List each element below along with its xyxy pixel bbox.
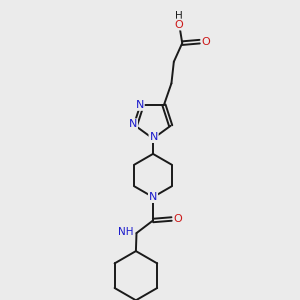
Text: N: N — [149, 132, 158, 142]
Text: O: O — [174, 214, 183, 224]
Text: N: N — [129, 119, 137, 129]
Text: O: O — [174, 20, 183, 30]
Text: N: N — [136, 100, 144, 110]
Text: H: H — [176, 11, 183, 21]
Text: O: O — [202, 37, 211, 47]
Text: NH: NH — [118, 226, 134, 237]
Text: N: N — [149, 192, 157, 202]
